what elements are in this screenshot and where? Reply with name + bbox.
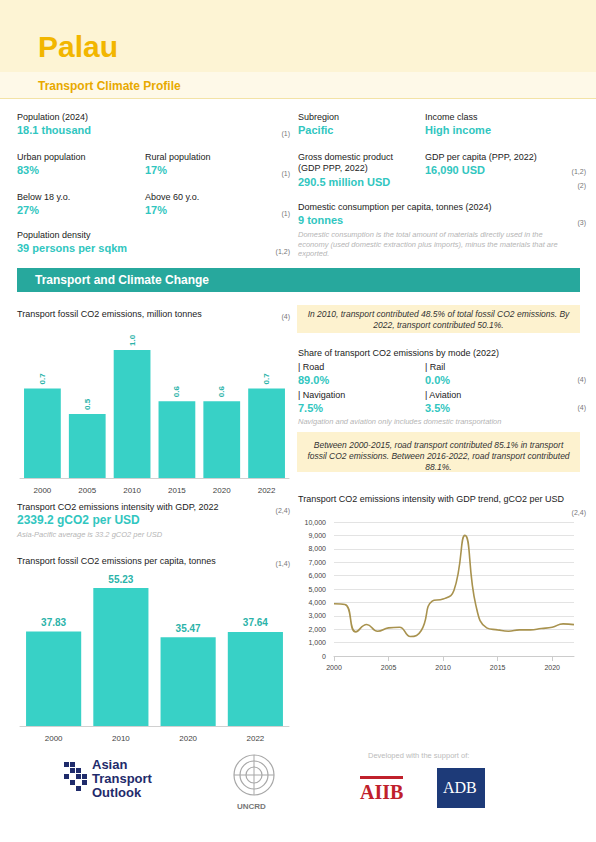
html-text:Rural population: Rural population: [145, 152, 211, 162]
html-text:UNCRD: UNCRD: [237, 802, 266, 811]
html-text:Transport and Climate Change: Transport and Climate Change: [35, 273, 209, 287]
html-text:Income class: Income class: [425, 112, 478, 122]
svg-text:10,000: 10,000: [305, 519, 327, 526]
html-text:3.5%: 3.5%: [425, 402, 451, 414]
html-text:89.0%: 89.0%: [298, 374, 330, 386]
html-text:Transport fossil CO2 emissions: Transport fossil CO2 emissions per capit…: [17, 556, 216, 566]
html-text:(4): (4): [281, 313, 290, 320]
html-text:High income: High income: [425, 124, 491, 136]
html-text:| Road: | Road: [298, 362, 325, 372]
svg-text:1,000: 1,000: [308, 639, 326, 646]
svg-text:4,000: 4,000: [308, 599, 326, 606]
html-text:(1,2): (1,2): [275, 248, 290, 255]
svg-text:2000: 2000: [45, 734, 63, 743]
svg-text:0.7: 0.7: [38, 373, 47, 385]
svg-text:2005: 2005: [381, 664, 397, 671]
html-text:Gross domestic product (GDP PP: Gross domestic product (GDP PPP, 2022): [298, 152, 393, 173]
html-text:Domestic consumption is the to: Domestic consumption is the total amount…: [298, 230, 558, 258]
html-text:Urban population: Urban population: [17, 152, 86, 162]
svg-text:9,000: 9,000: [308, 532, 326, 539]
html-text:Navigation and aviation only i: Navigation and aviation only includes do…: [298, 417, 502, 426]
html-text:ADB: ADB: [443, 779, 477, 796]
svg-text:2010: 2010: [123, 486, 141, 495]
svg-text:2022: 2022: [258, 486, 276, 495]
svg-text:8,000: 8,000: [308, 545, 326, 552]
html-text:83%: 83%: [17, 164, 39, 176]
html-text:18.1 thousand: 18.1 thousand: [17, 124, 91, 136]
html-text:9 tonnes: 9 tonnes: [298, 214, 344, 226]
html-text:39 persons per sqkm: 39 persons per sqkm: [17, 242, 128, 254]
svg-text:37.64: 37.64: [243, 617, 268, 628]
html-text:17%: 17%: [145, 204, 167, 216]
html-text:Palau: Palau: [38, 30, 118, 63]
svg-text:3,000: 3,000: [308, 612, 326, 619]
html-text:(2,4): (2,4): [275, 507, 290, 514]
html-text:(1): (1): [281, 210, 290, 217]
svg-text:35.47: 35.47: [176, 623, 201, 634]
svg-text:2000: 2000: [34, 486, 52, 495]
html-text:Transport CO2 emissions intens: Transport CO2 emissions intensity with G…: [17, 502, 219, 512]
html-text:Transport Climate Profile: Transport Climate Profile: [38, 79, 181, 93]
html-text:(2,4): (2,4): [571, 509, 586, 516]
html-text:| Rail: | Rail: [425, 362, 446, 372]
html-text:Share of transport CO2 emissio: Share of transport CO2 emissions by mode…: [298, 348, 500, 358]
html-text:Domestic consumption per capit: Domestic consumption per capita, tonnes …: [298, 202, 492, 212]
html-text:(1,2): (1,2): [571, 168, 586, 175]
svg-text:37.83: 37.83: [41, 617, 66, 628]
html-text:Below 18 y.o.: Below 18 y.o.: [17, 192, 71, 202]
svg-text:2022: 2022: [246, 734, 264, 743]
svg-text:2020: 2020: [179, 734, 197, 743]
html-text:7.5%: 7.5%: [298, 402, 324, 414]
svg-text:0.7: 0.7: [262, 373, 271, 385]
svg-text:0: 0: [322, 653, 326, 660]
html-text:Transport fossil CO2 emissions: Transport fossil CO2 emissions, million …: [17, 309, 202, 319]
svg-text:2020: 2020: [544, 664, 560, 671]
html-text:In 2010, transport contributed: In 2010, transport contributed 48.5% of …: [307, 309, 570, 330]
html-text:Between 2000-2015, road transp: Between 2000-2015, road transport contri…: [307, 440, 570, 472]
html-text:(2): (2): [577, 182, 586, 189]
html-text:Asia-Pacific average is 33.2 g: Asia-Pacific average is 33.2 gCO2 per US…: [17, 530, 163, 539]
html-text:Asian Transport Outlook: Asian Transport Outlook: [92, 757, 152, 800]
html-text:Transport CO2 emissions intens: Transport CO2 emissions intensity with G…: [298, 494, 565, 504]
html-text:0.0%: 0.0%: [425, 374, 451, 386]
svg-text:6,000: 6,000: [308, 572, 326, 579]
svg-text:0.6: 0.6: [172, 386, 181, 398]
svg-text:2015: 2015: [168, 486, 186, 495]
svg-text:2020: 2020: [213, 486, 231, 495]
html-text:Pacific: Pacific: [298, 124, 334, 136]
html-text:Population density: Population density: [17, 230, 91, 240]
html-text:(4): (4): [577, 376, 586, 383]
html-text:(1): (1): [281, 130, 290, 137]
svg-text:2000: 2000: [326, 664, 342, 671]
svg-text:2015: 2015: [490, 664, 506, 671]
svg-text:7,000: 7,000: [308, 559, 326, 566]
html-text:27%: 27%: [17, 204, 39, 216]
html-text:Above 60 y.o.: Above 60 y.o.: [145, 192, 200, 202]
html-text:17%: 17%: [145, 164, 167, 176]
html-text:Population (2024): Population (2024): [17, 112, 89, 122]
html-text:AIIB: AIIB: [360, 781, 404, 803]
svg-text:5,000: 5,000: [308, 586, 326, 593]
svg-text:55.23: 55.23: [108, 574, 133, 585]
html-text:2339.2 gCO2 per USD: 2339.2 gCO2 per USD: [17, 513, 140, 527]
html-text:(1,4): (1,4): [275, 560, 290, 567]
svg-text:2,000: 2,000: [308, 626, 326, 633]
html-text:(1): (1): [281, 170, 290, 177]
html-text:(3): (3): [577, 219, 586, 226]
html-text:(4): (4): [577, 404, 586, 411]
html-text:16,090 USD: 16,090 USD: [425, 164, 485, 176]
svg-text:2010: 2010: [112, 734, 130, 743]
html-text:290.5 million USD: 290.5 million USD: [298, 176, 391, 188]
svg-text:0.6: 0.6: [217, 386, 226, 398]
html-text:Subregion: Subregion: [298, 112, 339, 122]
svg-text:2010: 2010: [435, 664, 451, 671]
svg-text:0.5: 0.5: [83, 398, 92, 410]
html-text:| Aviation: | Aviation: [425, 390, 462, 400]
svg-text:1.0: 1.0: [128, 334, 137, 346]
html-text:GDP per capita (PPP, 2022): GDP per capita (PPP, 2022): [425, 152, 537, 162]
html-text:| Navigation: | Navigation: [298, 390, 346, 400]
html-text:Developed with the support of:: Developed with the support of:: [368, 751, 470, 760]
svg-text:2005: 2005: [78, 486, 96, 495]
